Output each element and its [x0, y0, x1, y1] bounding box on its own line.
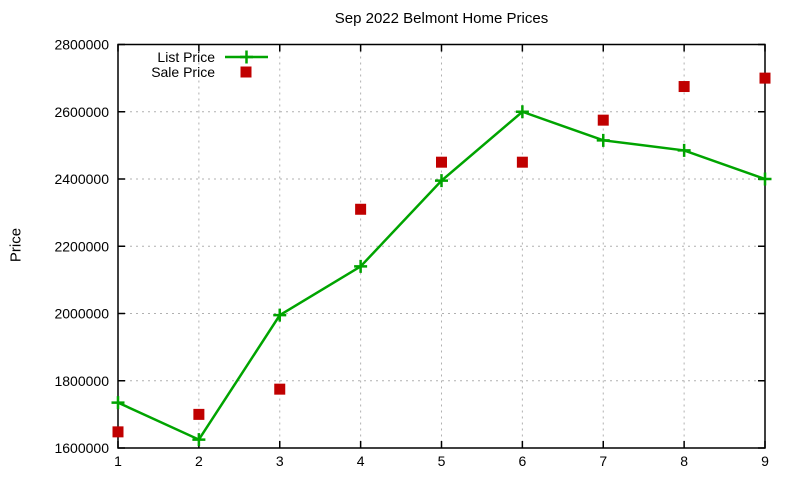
y-tick-label: 1800000: [54, 373, 109, 389]
square-marker: [355, 203, 367, 215]
y-tick-labels: 1600000 1800000 2000000 2200000 2400000 26000…: [54, 37, 109, 457]
legend-label: Sale Price: [151, 64, 215, 80]
square-marker: [436, 156, 447, 168]
x-tick-label: 6: [518, 453, 526, 469]
series-list-price: [111, 105, 772, 447]
plus-marker: [354, 259, 368, 273]
y-tick-label: 2400000: [54, 171, 109, 187]
y-tick-label: 2200000: [54, 238, 109, 254]
x-tick-label: 7: [599, 453, 607, 469]
series-sale-price: [112, 72, 771, 438]
grid: [118, 44, 765, 448]
plus-marker: [273, 308, 287, 322]
square-marker: [193, 408, 205, 420]
plus-marker: [111, 396, 125, 410]
plus-marker: [240, 50, 253, 64]
x-tick-labels: 1 2 3 4 5 6 7 8 9: [114, 453, 769, 469]
square-marker: [240, 66, 252, 78]
plus-marker: [758, 172, 772, 186]
legend-item-sale-price: Sale Price: [151, 64, 252, 80]
x-tick-label: 9: [761, 453, 769, 469]
plus-marker: [435, 174, 448, 188]
chart-title: Sep 2022 Belmont Home Prices: [334, 10, 549, 27]
plot-border: [117, 43, 766, 449]
square-marker: [516, 156, 528, 168]
square-marker: [597, 114, 609, 126]
x-tick-label: 5: [438, 453, 446, 469]
x-tick-label: 1: [114, 453, 122, 469]
y-tick-label: 2800000: [54, 37, 109, 53]
x-tick-label: 3: [276, 453, 284, 469]
plus-marker: [677, 143, 691, 157]
square-marker: [112, 426, 124, 438]
square-marker: [274, 383, 286, 395]
plus-marker: [192, 433, 206, 447]
x-tick-label: 8: [680, 453, 688, 469]
square-marker: [759, 72, 771, 84]
plus-marker: [596, 133, 610, 147]
legend-item-list-price: List Price: [157, 49, 268, 65]
y-tick-label: 1600000: [54, 440, 109, 456]
square-marker: [678, 81, 690, 93]
y-tick-label: 2600000: [54, 104, 109, 120]
x-tick-label: 4: [357, 453, 365, 469]
plus-marker: [515, 105, 529, 119]
legend-label: List Price: [157, 49, 215, 65]
y-tick-label: 2000000: [54, 306, 109, 322]
x-tick-label: 2: [195, 453, 203, 469]
